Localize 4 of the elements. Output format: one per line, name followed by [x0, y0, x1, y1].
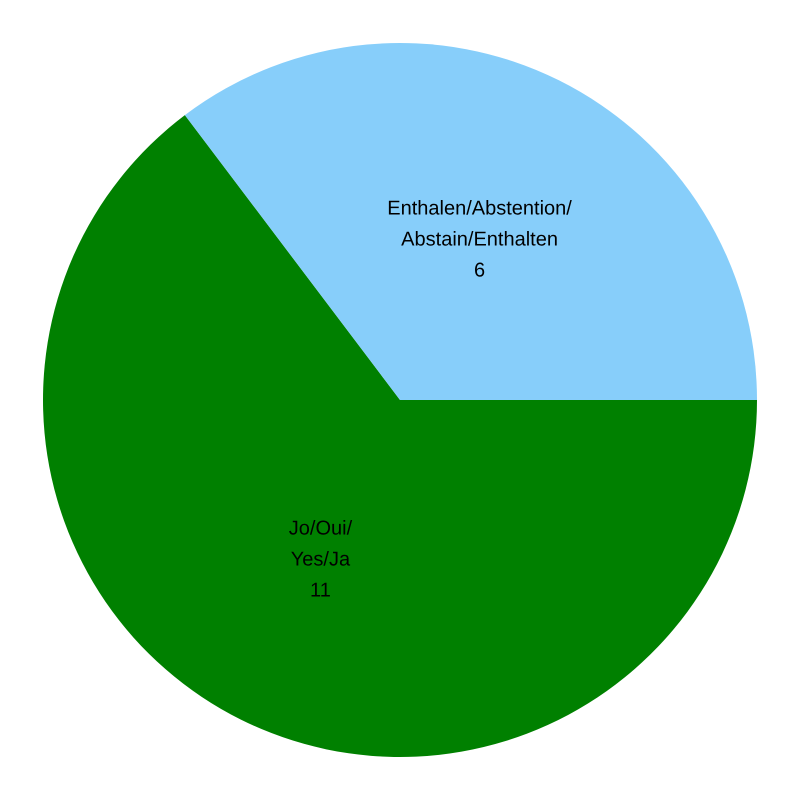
slice-label: Jo/Oui/ Yes/Ja	[288, 517, 353, 570]
slice-label: Enthalen/Abstention/ Abstain/Enthalten	[387, 198, 572, 251]
data-label: 11	[310, 579, 331, 602]
data-label: 6	[474, 260, 486, 282]
